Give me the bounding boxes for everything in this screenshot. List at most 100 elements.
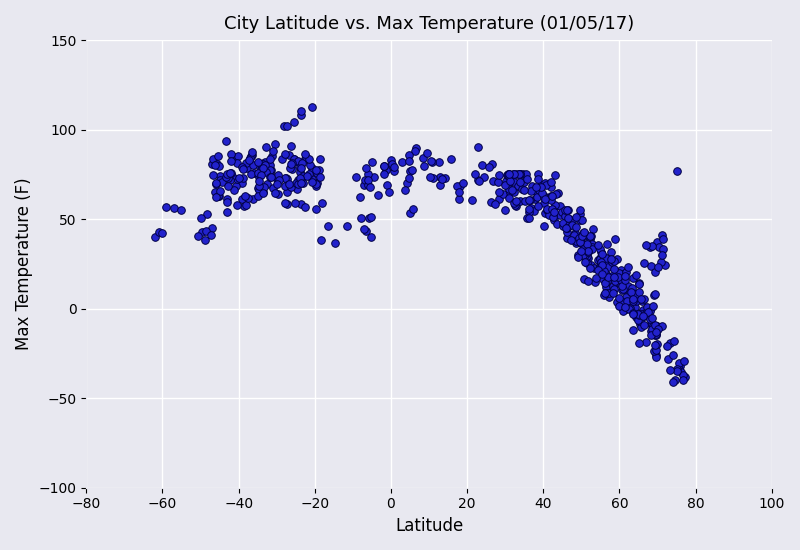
Point: [538, 221, 550, 230]
Point: [298, 203, 311, 212]
Point: [648, 340, 661, 349]
Point: [616, 269, 629, 278]
Point: [625, 288, 638, 296]
Point: [208, 188, 221, 197]
Point: [517, 170, 530, 179]
Point: [508, 170, 521, 179]
Point: [406, 166, 418, 174]
Point: [365, 213, 378, 222]
Point: [543, 210, 556, 219]
Point: [610, 298, 623, 306]
Point: [619, 271, 632, 280]
Point: [535, 181, 548, 190]
Point: [285, 142, 298, 151]
Point: [473, 176, 486, 185]
Point: [258, 159, 270, 168]
Point: [596, 270, 609, 278]
Point: [266, 183, 279, 192]
Point: [259, 168, 272, 177]
Point: [575, 232, 588, 240]
Point: [582, 254, 594, 262]
Point: [416, 153, 429, 162]
Point: [595, 248, 608, 257]
Point: [261, 180, 274, 189]
Point: [281, 188, 294, 196]
Point: [252, 185, 265, 194]
Point: [599, 271, 612, 279]
Point: [562, 213, 574, 222]
Point: [200, 226, 213, 235]
Point: [569, 223, 582, 232]
Point: [292, 157, 305, 166]
Point: [503, 176, 516, 185]
Point: [221, 207, 234, 216]
Point: [631, 316, 644, 324]
Point: [314, 173, 326, 182]
Point: [647, 346, 660, 355]
Point: [281, 200, 294, 208]
X-axis label: Latitude: Latitude: [395, 517, 463, 535]
Point: [570, 239, 582, 248]
Point: [502, 170, 515, 179]
Point: [578, 241, 591, 250]
Point: [529, 195, 542, 204]
Point: [584, 260, 597, 269]
Point: [578, 257, 591, 266]
Point: [609, 235, 622, 244]
Point: [198, 235, 211, 244]
Point: [617, 298, 630, 306]
Point: [358, 180, 370, 189]
Point: [445, 155, 458, 164]
Point: [522, 204, 535, 213]
Point: [562, 215, 575, 224]
Point: [618, 303, 631, 312]
Point: [598, 289, 611, 298]
Point: [538, 198, 550, 207]
Point: [310, 179, 322, 188]
Point: [466, 195, 478, 204]
Point: [608, 284, 621, 293]
Point: [538, 209, 551, 218]
Point: [650, 350, 662, 359]
Point: [306, 178, 318, 186]
Point: [653, 243, 666, 251]
Point: [663, 339, 676, 348]
Point: [295, 107, 308, 116]
Point: [435, 175, 448, 184]
Point: [622, 262, 634, 271]
Point: [364, 182, 377, 191]
Point: [504, 188, 517, 197]
Point: [649, 345, 662, 354]
Point: [290, 178, 302, 187]
Point: [674, 368, 687, 377]
Point: [643, 243, 656, 251]
Point: [538, 194, 551, 203]
Point: [224, 169, 237, 178]
Point: [242, 156, 255, 164]
Point: [507, 170, 520, 179]
Point: [359, 227, 372, 235]
Point: [587, 263, 600, 272]
Point: [384, 162, 397, 170]
Point: [493, 194, 506, 203]
Point: [649, 320, 662, 329]
Point: [586, 245, 598, 254]
Point: [578, 250, 591, 259]
Point: [586, 225, 599, 234]
Point: [212, 151, 225, 160]
Point: [378, 170, 390, 179]
Point: [637, 312, 650, 321]
Point: [570, 213, 582, 222]
Point: [645, 326, 658, 335]
Point: [489, 200, 502, 208]
Point: [425, 156, 438, 165]
Point: [235, 178, 248, 187]
Point: [222, 174, 234, 183]
Point: [240, 201, 253, 210]
Point: [632, 310, 645, 319]
Point: [667, 351, 680, 360]
Point: [645, 319, 658, 328]
Point: [650, 329, 662, 338]
Point: [560, 224, 573, 233]
Point: [652, 324, 665, 333]
